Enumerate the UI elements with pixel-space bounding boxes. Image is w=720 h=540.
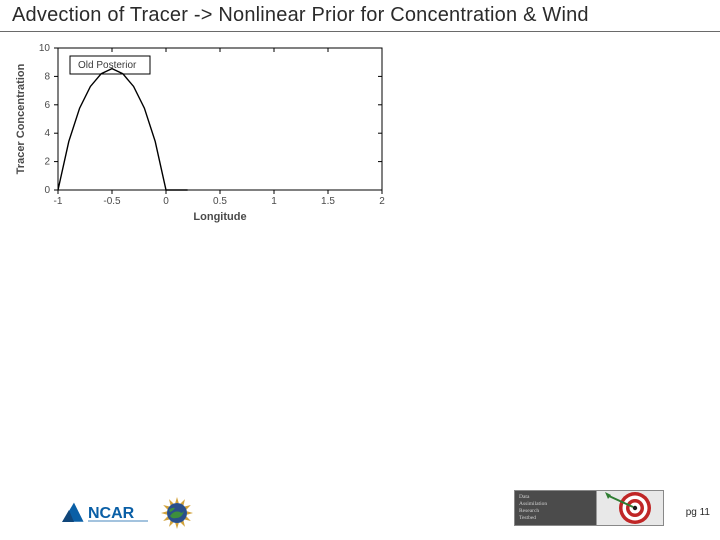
ncar-logo-text: NCAR bbox=[88, 505, 135, 522]
dart-target-icon bbox=[598, 491, 663, 525]
tracer-chart: -1 -0.5 0 0.5 1 1.5 2 0 2 4 6 8 10 Longitude Tracer Co… bbox=[10, 40, 390, 225]
page-number: pg 11 bbox=[686, 507, 710, 518]
chart-svg: -1 -0.5 0 0.5 1 1.5 2 0 2 4 6 8 10 Longitude Tracer Co… bbox=[10, 40, 390, 225]
dart-badge-text: Data Assimilation Research Testbed bbox=[515, 494, 598, 522]
svg-text:10: 10 bbox=[39, 43, 51, 54]
svg-text:-1: -1 bbox=[54, 196, 63, 207]
svg-text:Longitude: Longitude bbox=[193, 211, 246, 223]
dart-line-1: Assimilation bbox=[519, 501, 598, 508]
svg-text:0: 0 bbox=[163, 196, 169, 207]
svg-text:0: 0 bbox=[44, 185, 50, 196]
ncar-logo: NCAR bbox=[60, 496, 150, 526]
dart-badge: Data Assimilation Research Testbed bbox=[514, 490, 664, 526]
svg-text:2: 2 bbox=[44, 157, 50, 168]
footer: NCAR Data Assimilation Research Testbed bbox=[0, 482, 720, 532]
svg-text:2: 2 bbox=[379, 196, 385, 207]
svg-text:Tracer Concentration: Tracer Concentration bbox=[15, 63, 27, 174]
svg-text:Old Posterior: Old Posterior bbox=[78, 60, 137, 71]
svg-text:4: 4 bbox=[44, 128, 50, 139]
dart-line-2: Research bbox=[519, 508, 598, 515]
dart-line-3: Testbed bbox=[519, 515, 598, 522]
svg-text:1: 1 bbox=[271, 196, 277, 207]
nsf-logo bbox=[160, 496, 194, 530]
dart-line-0: Data bbox=[519, 494, 598, 501]
svg-text:8: 8 bbox=[44, 71, 50, 82]
svg-text:0.5: 0.5 bbox=[213, 196, 227, 207]
svg-text:1.5: 1.5 bbox=[321, 196, 335, 207]
slide-title: Advection of Tracer -> Nonlinear Prior f… bbox=[12, 4, 589, 27]
svg-text:-0.5: -0.5 bbox=[103, 196, 121, 207]
svg-text:6: 6 bbox=[44, 100, 50, 111]
title-bar: Advection of Tracer -> Nonlinear Prior f… bbox=[0, 0, 720, 32]
